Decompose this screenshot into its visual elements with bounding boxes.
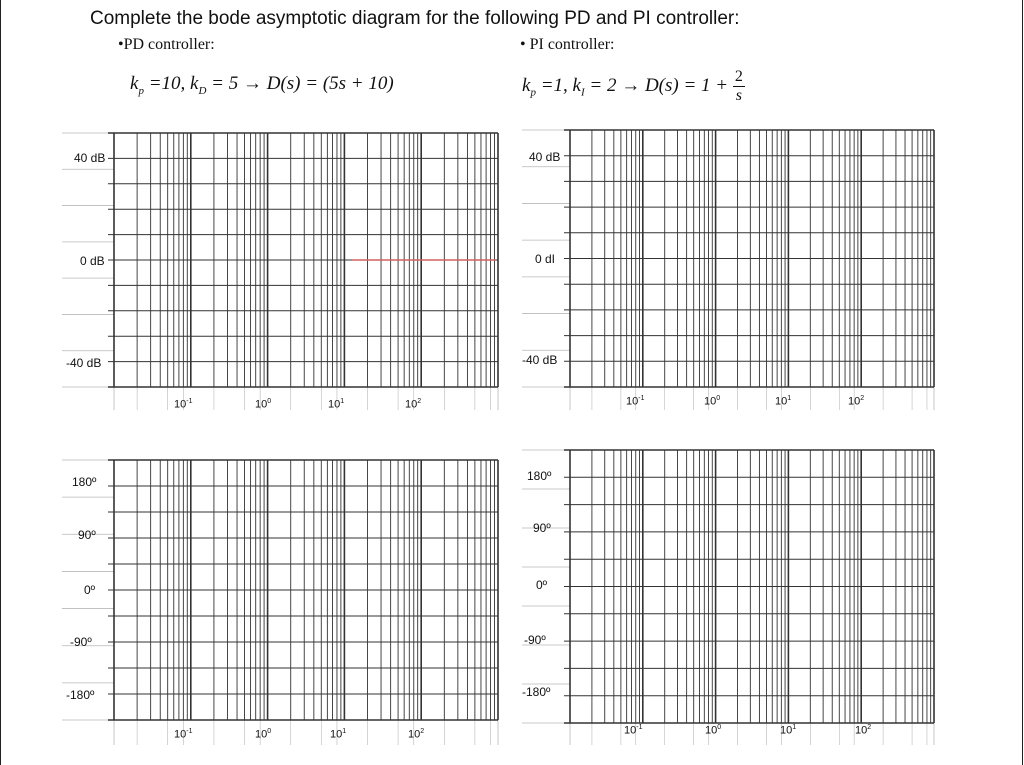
pi-phase-label-minus180: -180º: [522, 685, 551, 699]
pi-mag-freq-label: 101: [775, 395, 791, 408]
freq-base: 10: [855, 724, 868, 737]
pi-text1: =1, k: [535, 74, 581, 96]
pi-kp: k: [522, 74, 531, 96]
pd-formula: kp =10, kD = 5 → D(s) = (5s + 10): [130, 73, 394, 97]
pi-text2: = 2 → D(s) = 1 +: [584, 74, 733, 96]
pi-phase-freq-label: 102: [855, 724, 871, 737]
pd-magnitude-plot: [62, 125, 500, 410]
pd-text2: = 5 → D(s) = (5s + 10): [206, 73, 394, 94]
page-border-right: [1022, 0, 1023, 765]
pi-mag-label-0: 0 dI: [535, 252, 556, 266]
freq-base: 10: [848, 395, 861, 408]
pi-phase-label-0: 0º: [536, 578, 548, 592]
page-border-left: [0, 0, 1, 765]
pi-ki-sub: I: [580, 86, 585, 99]
pd-phase-freq-label: 10-1: [174, 728, 192, 741]
freq-exponent: 2: [867, 724, 872, 731]
freq-exponent: 2: [417, 398, 422, 405]
pd-mag-freq-label: 100: [255, 398, 271, 411]
pi-phase-plot: [522, 445, 942, 745]
pi-mag-label-40: 40 dB: [529, 150, 561, 164]
pi-frac-den: s: [735, 87, 742, 104]
pd-phase-freq-label: 102: [408, 728, 424, 741]
freq-base: 10: [626, 395, 639, 408]
pi-phase-freq-label: 100: [705, 724, 721, 737]
freq-base: 10: [408, 728, 421, 741]
pd-mag-freq-label: 102: [405, 398, 421, 411]
grid-svg: [62, 132, 499, 410]
freq-exponent: 1: [792, 724, 797, 731]
freq-exponent: 1: [787, 395, 792, 402]
pd-mag-label-0: 0 dB: [80, 254, 105, 268]
freq-base: 10: [780, 724, 793, 737]
pi-phase-freq-label: 101: [780, 724, 796, 737]
pd-phase-freq-label: 100: [255, 728, 271, 741]
grid-svg: [62, 459, 499, 745]
freq-exponent: -1: [636, 724, 643, 731]
pi-magnitude-plot: [522, 125, 942, 410]
pi-phase-freq-label: 10-1: [624, 724, 642, 737]
freq-exponent: 1: [342, 728, 347, 735]
pd-phase-label-90: 90º: [78, 528, 96, 542]
freq-exponent: -1: [186, 398, 193, 405]
pi-mag-freq-label: 102: [848, 395, 864, 408]
freq-base: 10: [328, 398, 341, 411]
pd-mag-label-40: 40 dB: [74, 151, 106, 165]
problem-title: Complete the bode asymptotic diagram for…: [90, 8, 740, 29]
pd-mag-freq-label: 101: [328, 398, 344, 411]
freq-exponent: 1: [340, 398, 345, 405]
pd-mag-label-minus40: -40 dB: [66, 356, 102, 370]
freq-base: 10: [255, 728, 268, 741]
pi-phase-label-minus90: -90º: [524, 633, 546, 647]
pd-kd-sub: D: [198, 84, 207, 97]
pi-mag-freq-label: 100: [704, 395, 720, 408]
pd-phase-label-180: 180º: [72, 475, 97, 489]
freq-base: 10: [705, 724, 718, 737]
freq-base: 10: [405, 398, 418, 411]
pi-phase-label-180: 180º: [527, 469, 552, 483]
pi-mag-freq-label: 10-1: [626, 395, 644, 408]
pi-mag-label-minus40: -40 dB: [522, 353, 558, 367]
freq-exponent: 2: [860, 395, 865, 402]
freq-exponent: 0: [267, 728, 272, 735]
pi-phase-label-90: 90º: [533, 521, 551, 535]
freq-base: 10: [704, 395, 717, 408]
grid-svg: [522, 449, 935, 745]
grid-svg: [522, 129, 935, 410]
freq-exponent: -1: [638, 395, 645, 402]
freq-exponent: 0: [716, 395, 721, 402]
freq-base: 10: [775, 395, 788, 408]
freq-exponent: -1: [186, 728, 193, 735]
freq-base: 10: [255, 398, 268, 411]
pi-heading: • PI controller:: [520, 36, 615, 53]
freq-exponent: 0: [717, 724, 722, 731]
pd-phase-plot: [62, 455, 500, 745]
freq-base: 10: [174, 398, 187, 411]
pd-heading: •PD controller:: [118, 36, 215, 53]
freq-base: 10: [624, 724, 637, 737]
freq-exponent: 2: [420, 728, 425, 735]
pd-kp: k: [130, 73, 139, 94]
pd-phase-freq-label: 101: [330, 728, 346, 741]
freq-exponent: 0: [267, 398, 272, 405]
pd-phase-label-minus180: -180º: [66, 688, 95, 702]
pd-text1: =10, k: [143, 73, 199, 94]
pd-phase-label-0: 0º: [84, 583, 96, 597]
pd-kp-sub: p: [138, 84, 144, 97]
pd-mag-freq-label: 10-1: [174, 398, 192, 411]
freq-base: 10: [174, 728, 187, 741]
freq-base: 10: [330, 728, 343, 741]
pi-frac-num: 2: [732, 68, 745, 87]
pi-kp-sub: p: [530, 86, 536, 99]
pd-phase-label-minus90: -90º: [70, 635, 92, 649]
